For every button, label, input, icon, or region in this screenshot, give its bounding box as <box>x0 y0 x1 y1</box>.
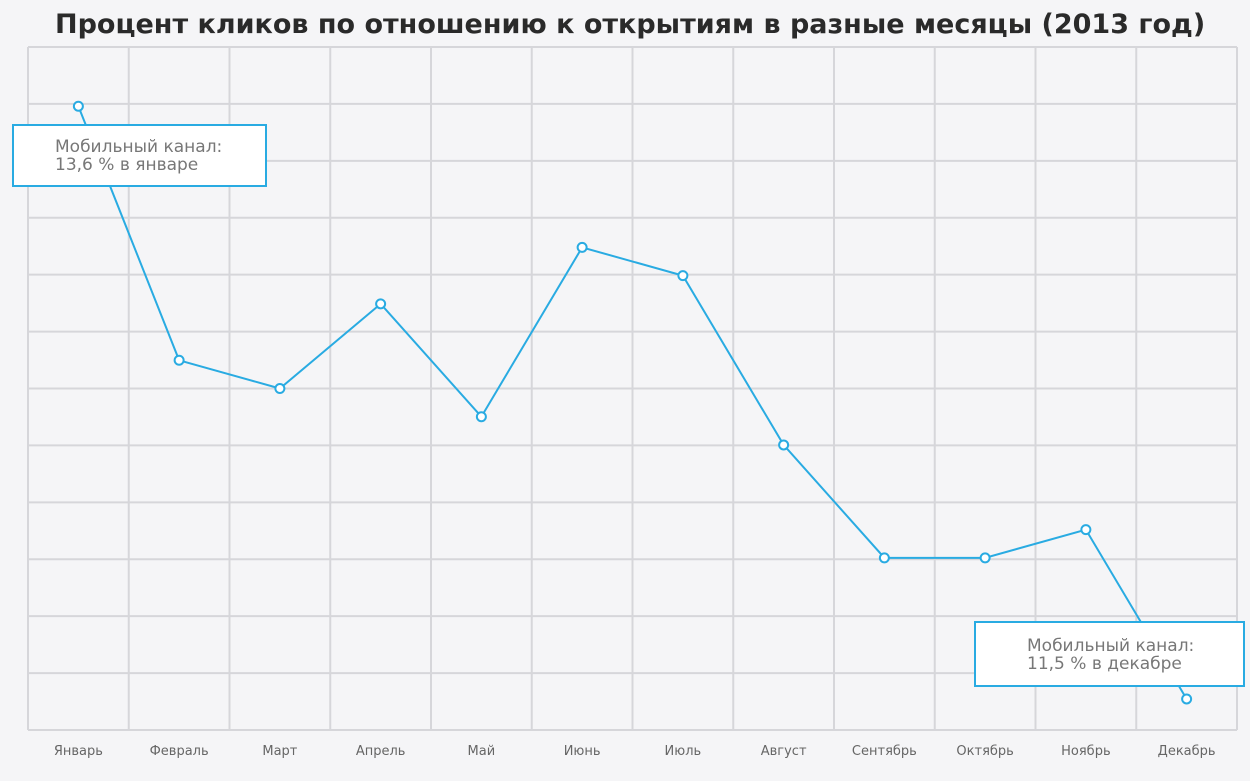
x-tick-label: Декабрь <box>1158 744 1216 759</box>
point <box>1080 524 1092 536</box>
annotations: Мобильный канал:13,6 % в январеМобильный… <box>12 124 1245 687</box>
annotation-text: 11,5 % в декабре <box>1027 654 1182 674</box>
point <box>778 439 790 451</box>
point <box>274 383 286 394</box>
annotation-text: Мобильный канал: <box>55 137 222 157</box>
x-tick-label: Январь <box>54 744 103 759</box>
annotation-text: Мобильный канал: <box>1027 636 1194 656</box>
plot <box>72 100 1193 705</box>
x-tick-label: Март <box>262 744 297 759</box>
x-tick-label: Апрель <box>356 744 406 759</box>
point <box>72 100 84 112</box>
x-tick-label: Июль <box>665 744 702 759</box>
point <box>475 411 487 423</box>
line <box>77 105 1188 700</box>
x-tick-label: Июнь <box>564 744 601 759</box>
point <box>173 354 185 366</box>
annotation-box <box>974 621 1245 687</box>
x-tick-label: Февраль <box>150 744 209 759</box>
point <box>576 241 588 253</box>
x-tick-label: Ноябрь <box>1061 744 1110 759</box>
x-tick-label: Май <box>468 744 496 759</box>
annotation-text: 13,6 % в январе <box>55 155 198 175</box>
point <box>1181 693 1193 705</box>
x-tick-label: Октябрь <box>956 744 1013 759</box>
point <box>979 552 991 564</box>
point <box>878 552 890 564</box>
x-tick-label: Август <box>761 744 807 759</box>
annotation-box <box>12 124 267 187</box>
point <box>677 270 689 282</box>
chart-title: Процент кликов по отношению к открытиям … <box>55 9 1205 40</box>
x-tick-label: Сентябрь <box>852 744 917 759</box>
point <box>375 298 387 310</box>
